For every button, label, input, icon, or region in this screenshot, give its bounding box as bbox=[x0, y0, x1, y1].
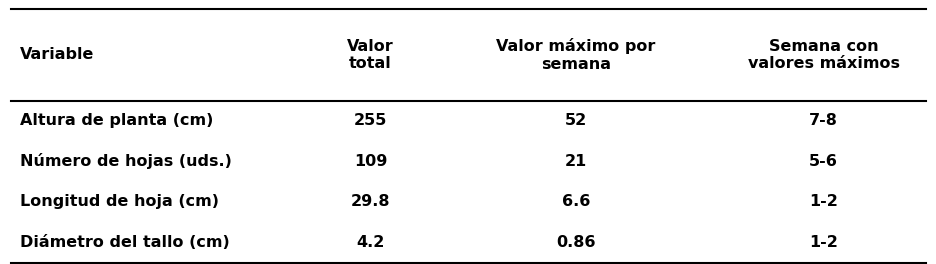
Text: 0.86: 0.86 bbox=[556, 235, 595, 250]
Text: 5-6: 5-6 bbox=[808, 154, 837, 169]
Text: 7-8: 7-8 bbox=[808, 114, 837, 128]
Text: 255: 255 bbox=[354, 114, 387, 128]
Text: Semana con
valores máximos: Semana con valores máximos bbox=[747, 39, 899, 71]
Text: Altura de planta (cm): Altura de planta (cm) bbox=[20, 114, 213, 128]
Text: Longitud de hoja (cm): Longitud de hoja (cm) bbox=[20, 194, 219, 209]
Text: 21: 21 bbox=[564, 154, 587, 169]
Text: Diámetro del tallo (cm): Diámetro del tallo (cm) bbox=[20, 235, 229, 250]
Text: 52: 52 bbox=[564, 114, 587, 128]
Text: 6.6: 6.6 bbox=[562, 194, 590, 209]
Text: 4.2: 4.2 bbox=[356, 235, 384, 250]
Text: Valor
total: Valor total bbox=[346, 39, 393, 71]
Text: 109: 109 bbox=[354, 154, 387, 169]
Text: 1-2: 1-2 bbox=[808, 194, 837, 209]
Text: 29.8: 29.8 bbox=[350, 194, 389, 209]
Text: Variable: Variable bbox=[20, 48, 95, 63]
Text: Valor máximo por
semana: Valor máximo por semana bbox=[496, 38, 655, 72]
Text: 1-2: 1-2 bbox=[808, 235, 837, 250]
Text: Número de hojas (uds.): Número de hojas (uds.) bbox=[20, 153, 232, 169]
